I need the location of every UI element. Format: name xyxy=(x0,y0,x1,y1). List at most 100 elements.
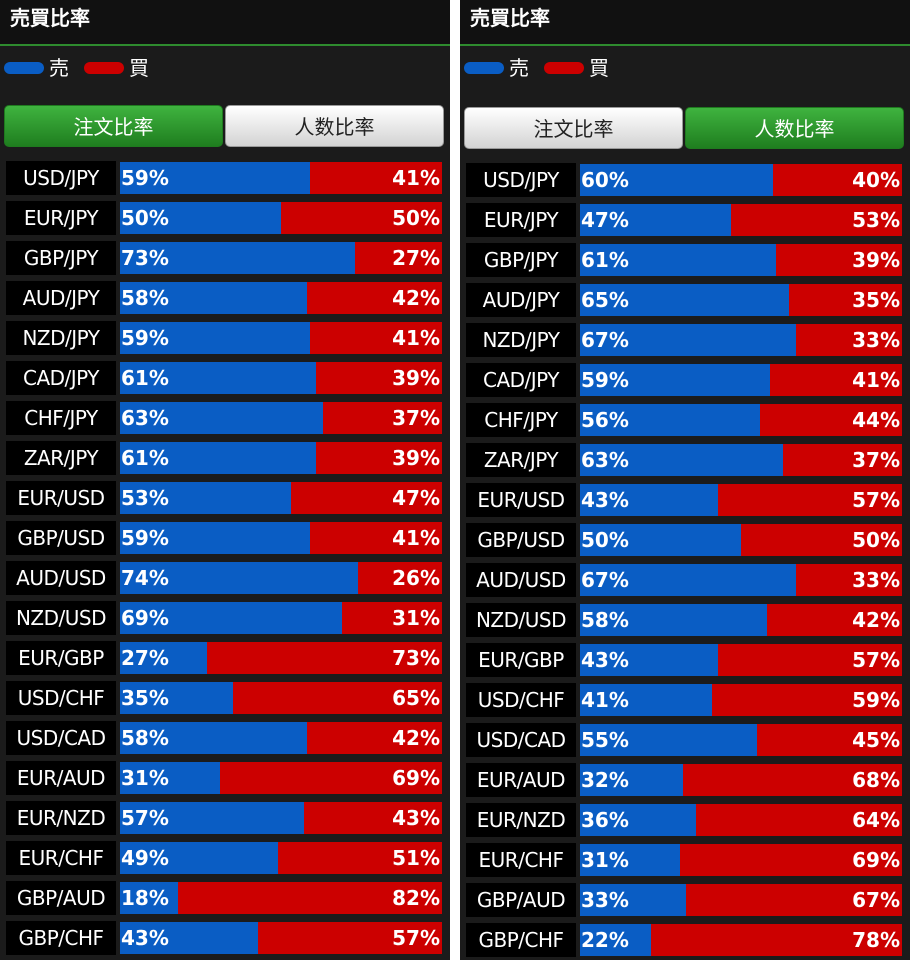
ratio-bar: 31% 69% xyxy=(120,762,442,794)
sell-ratio-fill xyxy=(580,524,741,556)
ratio-row: CHF/JPY 63% 37% xyxy=(6,401,442,435)
ratio-row: GBP/AUD 18% 82% xyxy=(6,881,442,915)
sell-percent: 58% xyxy=(121,726,169,750)
sell-percent: 55% xyxy=(581,728,629,752)
currency-pair-label: CAD/JPY xyxy=(466,363,576,397)
ratio-row: USD/CAD 55% 45% xyxy=(466,723,902,757)
currency-pair-label: GBP/CHF xyxy=(466,923,576,957)
ratio-tabs: 注文比率 人数比率 xyxy=(464,107,904,149)
legend-buy-label: 買 xyxy=(589,56,609,80)
currency-pair-label: GBP/JPY xyxy=(466,243,576,277)
currency-pair-label: GBP/AUD xyxy=(466,883,576,917)
ratio-bar: 73% 27% xyxy=(120,242,442,274)
ratio-row: NZD/USD 58% 42% xyxy=(466,603,902,637)
sell-percent: 31% xyxy=(121,766,169,790)
ratio-row: EUR/JPY 47% 53% xyxy=(466,203,902,237)
sell-ratio-fill xyxy=(120,162,310,194)
sell-percent: 50% xyxy=(581,528,629,552)
sell-percent: 43% xyxy=(581,488,629,512)
sell-percent: 35% xyxy=(121,686,169,710)
buy-percent: 78% xyxy=(852,928,900,952)
sell-percent: 61% xyxy=(121,366,169,390)
ratio-bar: 50% 50% xyxy=(120,202,442,234)
buy-percent: 57% xyxy=(392,926,440,950)
currency-pair-label: AUD/USD xyxy=(466,563,576,597)
sell-percent: 53% xyxy=(121,486,169,510)
ratio-row: NZD/USD 69% 31% xyxy=(6,601,442,635)
buy-percent: 69% xyxy=(392,766,440,790)
sell-percent: 31% xyxy=(581,848,629,872)
ratio-bar: 59% 41% xyxy=(580,364,902,396)
sell-percent: 41% xyxy=(581,688,629,712)
sell-percent: 59% xyxy=(581,368,629,392)
buy-percent: 73% xyxy=(392,646,440,670)
ratio-bar: 65% 35% xyxy=(580,284,902,316)
sell-ratio-fill xyxy=(580,324,796,356)
ratio-row: CAD/JPY 59% 41% xyxy=(466,363,902,397)
sell-ratio-fill xyxy=(120,202,281,234)
ratio-row: AUD/USD 74% 26% xyxy=(6,561,442,595)
ratio-bar: 59% 41% xyxy=(120,322,442,354)
currency-pair-label: USD/JPY xyxy=(466,163,576,197)
buy-percent: 41% xyxy=(852,368,900,392)
ratio-bar: 63% 37% xyxy=(580,444,902,476)
ratio-bar: 49% 51% xyxy=(120,842,442,874)
buy-percent: 42% xyxy=(392,286,440,310)
sell-percent: 58% xyxy=(121,286,169,310)
ratio-row: EUR/JPY 50% 50% xyxy=(6,201,442,235)
currency-pair-label: EUR/USD xyxy=(6,481,116,515)
ratio-bar: 60% 40% xyxy=(580,164,902,196)
tab-order-ratio[interactable]: 注文比率 xyxy=(4,105,223,147)
sell-ratio-fill xyxy=(120,642,207,674)
buy-percent: 69% xyxy=(852,848,900,872)
tab-people-ratio[interactable]: 人数比率 xyxy=(225,105,444,147)
sell-ratio-fill xyxy=(580,204,731,236)
currency-pair-label: EUR/GBP xyxy=(466,643,576,677)
tab-order-ratio[interactable]: 注文比率 xyxy=(464,107,683,149)
ratio-row: EUR/NZD 57% 43% xyxy=(6,801,442,835)
ratio-bar: 33% 67% xyxy=(580,884,902,916)
tab-people-ratio[interactable]: 人数比率 xyxy=(685,107,904,149)
sell-percent: 67% xyxy=(581,328,629,352)
ratio-bar: 67% 33% xyxy=(580,324,902,356)
sell-ratio-fill xyxy=(120,882,178,914)
sell-percent: 22% xyxy=(581,928,629,952)
panel-title: 売買比率 xyxy=(10,6,90,30)
sell-percent: 63% xyxy=(121,406,169,430)
ratio-tabs: 注文比率 人数比率 xyxy=(4,105,444,147)
sell-ratio-fill xyxy=(580,644,718,676)
ratio-bar: 61% 39% xyxy=(580,244,902,276)
ratio-row: EUR/CHF 49% 51% xyxy=(6,841,442,875)
ratio-bar: 61% 39% xyxy=(120,362,442,394)
buy-percent: 41% xyxy=(392,326,440,350)
sell-percent: 50% xyxy=(121,206,169,230)
ratio-bar: 43% 57% xyxy=(580,484,902,516)
currency-pair-label: USD/CAD xyxy=(6,721,116,755)
ratio-bar: 56% 44% xyxy=(580,404,902,436)
currency-pair-label: NZD/USD xyxy=(6,601,116,635)
buy-percent: 33% xyxy=(852,328,900,352)
ratio-row: GBP/JPY 61% 39% xyxy=(466,243,902,277)
ratio-row: GBP/AUD 33% 67% xyxy=(466,883,902,917)
sell-percent: 67% xyxy=(581,568,629,592)
currency-pair-label: ZAR/JPY xyxy=(6,441,116,475)
buy-percent: 64% xyxy=(852,808,900,832)
buy-percent: 50% xyxy=(392,206,440,230)
buy-percent: 37% xyxy=(392,406,440,430)
sell-ratio-fill xyxy=(120,802,304,834)
ratio-row: NZD/JPY 59% 41% xyxy=(6,321,442,355)
ratio-row: GBP/CHF 22% 78% xyxy=(466,923,902,957)
sell-ratio-fill xyxy=(580,884,686,916)
currency-pair-label: GBP/CHF xyxy=(6,921,116,955)
ratio-bar: 43% 57% xyxy=(120,922,442,954)
sell-ratio-fill xyxy=(580,604,767,636)
buy-percent: 67% xyxy=(852,888,900,912)
buy-percent: 57% xyxy=(852,648,900,672)
sell-percent: 47% xyxy=(581,208,629,232)
ratio-bar: 69% 31% xyxy=(120,602,442,634)
sell-ratio-fill xyxy=(580,684,712,716)
sell-ratio-fill xyxy=(580,404,760,436)
sell-ratio-fill xyxy=(120,402,323,434)
buy-percent: 43% xyxy=(392,806,440,830)
currency-pair-label: EUR/JPY xyxy=(6,201,116,235)
